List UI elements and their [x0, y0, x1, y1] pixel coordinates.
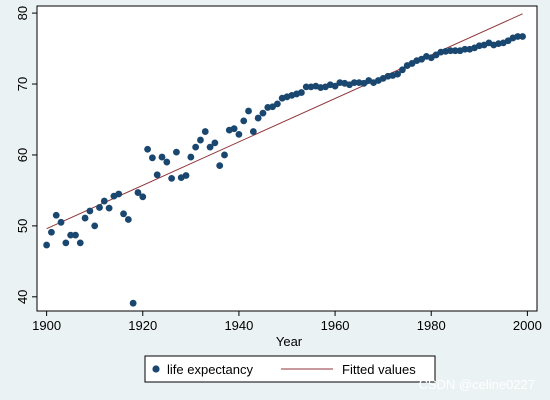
- life-expectancy-point: [67, 231, 75, 239]
- life-expectancy-point: [148, 154, 156, 162]
- life-expectancy-point: [43, 241, 51, 249]
- life-expectancy-point: [173, 148, 180, 156]
- x-tick-label: 1940: [224, 318, 253, 333]
- life-expectancy-point: [48, 228, 55, 236]
- y-tick-label: 80: [15, 6, 30, 20]
- life-expectancy-point: [163, 158, 171, 166]
- life-expectancy-point: [298, 89, 305, 96]
- y-axis: 40 50 60 70 80: [15, 6, 37, 304]
- x-axis: 1900 1920 1940 1960 1980 2000: [32, 311, 542, 333]
- life-expectancy-point: [120, 210, 127, 218]
- life-expectancy-point: [216, 162, 224, 169]
- life-expectancy-point: [519, 33, 526, 40]
- life-expectancy-point: [398, 66, 406, 74]
- legend-label-fitted-values: Fitted values: [342, 362, 416, 377]
- y-tick-label: 50: [15, 219, 30, 233]
- life-expectancy-point: [221, 151, 228, 159]
- y-tick-label: 70: [15, 77, 30, 91]
- life-expectancy-point: [100, 197, 108, 205]
- life-expectancy-point: [273, 100, 281, 108]
- life-expectancy-point: [91, 222, 99, 230]
- life-expectancy-point: [81, 214, 89, 222]
- y-tick-label: 60: [15, 148, 30, 162]
- life-expectancy-point: [52, 211, 60, 219]
- life-expectancy-point: [206, 143, 214, 151]
- life-expectancy-point: [514, 33, 522, 40]
- watermark: CSDN @celine0227: [418, 377, 535, 392]
- legend: life expectancy Fitted values: [144, 355, 436, 383]
- life-expectancy-point: [249, 128, 257, 135]
- life-expectancy-point: [245, 107, 252, 115]
- life-expectancy-point: [197, 136, 204, 144]
- life-expectancy-point: [105, 204, 113, 212]
- life-expectancy-point: [144, 145, 151, 153]
- life-expectancy-point: [96, 204, 103, 211]
- life-expectancy-point: [168, 174, 176, 182]
- legend-marker-life-expectancy: [152, 365, 160, 373]
- life-expectancy-point: [451, 47, 459, 55]
- life-expectancy-point: [201, 128, 209, 135]
- life-expectancy-point: [211, 139, 219, 147]
- y-tick-label: 40: [15, 290, 30, 304]
- legend-label-life-expectancy: life expectancy: [167, 362, 253, 377]
- life-expectancy-point: [461, 45, 469, 53]
- life-expectancy-point: [254, 114, 262, 122]
- life-expectancy-point: [86, 207, 94, 215]
- life-expectancy-point: [158, 153, 166, 161]
- life-expectancy-point: [72, 231, 79, 239]
- life-expectancy-point: [57, 218, 65, 226]
- plot-frame: [36, 5, 538, 312]
- life-expectancy-point: [240, 117, 248, 125]
- life-expectancy-point: [394, 70, 401, 78]
- life-expectancy-point: [62, 239, 70, 247]
- x-tick-label: 1900: [32, 318, 61, 333]
- life-expectancy-point: [134, 189, 142, 196]
- scatter-points-layer: [43, 33, 526, 307]
- x-tick-label: 1980: [417, 318, 446, 333]
- life-expectancy-point: [139, 193, 147, 201]
- x-tick-label: 1920: [128, 318, 157, 333]
- life-expectancy-point: [115, 190, 123, 198]
- x-axis-title: Year: [276, 334, 303, 349]
- x-tick-label: 2000: [513, 318, 542, 333]
- life-expectancy-point: [230, 125, 238, 133]
- life-expectancy-point: [447, 47, 454, 55]
- life-expectancy-point: [153, 171, 161, 179]
- life-expectancy-point: [331, 82, 339, 90]
- x-tick-label: 1960: [321, 318, 350, 333]
- life-expectancy-point: [350, 79, 358, 87]
- life-expectancy-point: [235, 130, 243, 138]
- life-expectancy-point: [129, 299, 137, 307]
- life-expectancy-point: [192, 143, 200, 151]
- life-expectancy-point: [76, 239, 84, 247]
- life-expectancy-point: [182, 172, 190, 179]
- life-expectancy-point: [259, 109, 267, 117]
- life-expectancy-point: [124, 216, 132, 223]
- plot-region: [37, 6, 537, 311]
- life-expectancy-point: [187, 153, 195, 161]
- life-expectancy-point: [302, 83, 310, 91]
